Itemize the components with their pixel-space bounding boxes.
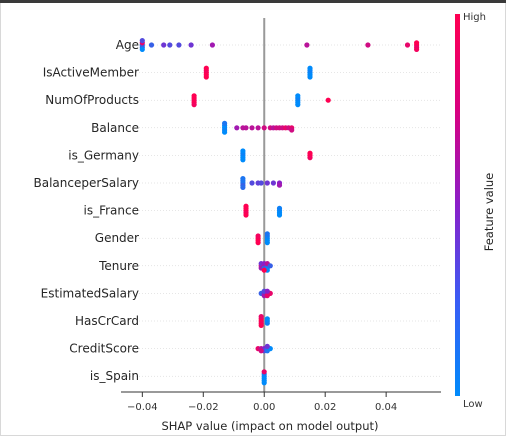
shap-point <box>222 121 227 126</box>
shap-point <box>405 42 410 47</box>
shap-point <box>265 289 270 294</box>
shap-point <box>240 176 245 181</box>
feature-label: Tenure <box>98 259 139 273</box>
shap-point <box>192 93 197 98</box>
shap-point <box>243 125 248 130</box>
beeswarm-points <box>140 38 420 385</box>
shap-point <box>204 74 209 79</box>
x-tick-label: −0.02 <box>188 402 219 413</box>
shap-point <box>234 125 239 130</box>
shap-point <box>240 148 245 153</box>
shap-point <box>262 125 267 130</box>
x-tick-label: 0.04 <box>375 402 397 413</box>
shap-point <box>259 314 264 319</box>
shap-point <box>277 183 282 188</box>
shap-point <box>265 231 270 236</box>
shap-point <box>259 180 264 185</box>
shap-point <box>256 233 261 238</box>
shap-point <box>289 127 294 132</box>
shap-point <box>304 42 309 47</box>
shap-point <box>265 180 270 185</box>
x-axis-label: SHAP value (impact on model output) <box>161 419 378 433</box>
shap-point <box>222 130 227 135</box>
shap-point <box>268 263 273 268</box>
shap-point <box>256 240 261 245</box>
x-tick-label: −0.04 <box>127 402 158 413</box>
feature-label: EstimatedSalary <box>41 286 139 300</box>
shap-point <box>271 180 276 185</box>
shap-point <box>277 206 282 211</box>
shap-point <box>414 47 419 52</box>
feature-labels: Age IsActiveMember NumOfProducts Balance is_… <box>34 38 140 383</box>
shap-point <box>149 42 154 47</box>
shap-point <box>307 74 312 79</box>
colorbar-low-label: Low <box>463 399 483 410</box>
shap-point <box>176 42 181 47</box>
shap-point <box>265 240 270 245</box>
shap-point <box>365 42 370 47</box>
shap-point <box>192 102 197 107</box>
feature-label: Balance <box>91 121 139 135</box>
feature-label: CreditScore <box>69 342 139 356</box>
feature-label: HasCrCard <box>75 314 139 328</box>
shap-point <box>259 348 264 353</box>
colorbar-gradient <box>455 14 460 396</box>
feature-label: is_Germany <box>68 148 139 162</box>
colorbar-high-label: High <box>463 12 486 23</box>
shap-point <box>210 42 215 47</box>
shap-point <box>161 42 166 47</box>
shap-point <box>262 268 267 273</box>
shap-point <box>243 204 248 209</box>
shap-point <box>307 151 312 156</box>
shap-point <box>295 102 300 107</box>
shap-point <box>265 344 270 349</box>
shap-point <box>243 212 248 217</box>
shap-point <box>262 369 267 374</box>
shap-point <box>189 42 194 47</box>
shap-point <box>262 380 267 385</box>
x-tick-label: 0.02 <box>314 402 336 413</box>
feature-label: Age <box>116 38 139 52</box>
shap-point <box>140 38 145 43</box>
x-tick-label: 0.00 <box>253 402 275 413</box>
shap-point <box>414 40 419 45</box>
shap-point <box>265 316 270 321</box>
shap-point <box>140 47 145 52</box>
feature-label: is_Spain <box>90 369 139 383</box>
feature-label: is_France <box>84 204 140 218</box>
shap-point <box>256 125 261 130</box>
colorbar: High Low Feature value <box>455 12 496 410</box>
feature-label: BalanceperSalary <box>34 176 140 190</box>
shap-point <box>307 66 312 71</box>
feature-label: NumOfProducts <box>45 93 139 107</box>
shap-point <box>326 98 331 103</box>
shap-point <box>240 185 245 190</box>
shap-point <box>277 212 282 217</box>
shap-point <box>259 323 264 328</box>
feature-label: IsActiveMember <box>43 66 139 80</box>
shap-point <box>249 180 254 185</box>
shap-point <box>295 93 300 98</box>
x-axis-ticks: −0.04 −0.02 0.00 0.02 0.04 <box>127 392 397 413</box>
shap-point <box>204 66 209 71</box>
colorbar-title: Feature value <box>482 173 496 252</box>
feature-label: Gender <box>95 231 139 245</box>
shap-point <box>240 157 245 162</box>
shap-point <box>249 125 254 130</box>
shap-point <box>167 42 172 47</box>
